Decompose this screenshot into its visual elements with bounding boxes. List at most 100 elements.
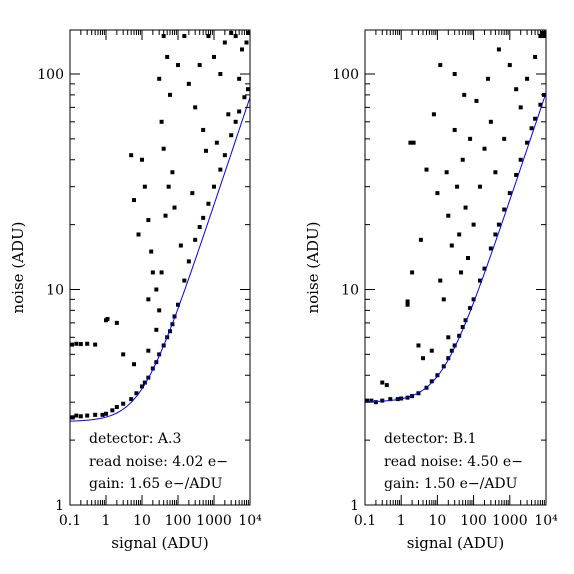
- data-point: [502, 207, 507, 212]
- data-point: [70, 342, 74, 347]
- data-point: [444, 170, 449, 175]
- data-point: [373, 400, 378, 405]
- data-point: [459, 270, 464, 275]
- data-point: [150, 270, 155, 275]
- data-point: [380, 380, 385, 385]
- read-noise-label-a3: read noise: 4.02 e−: [89, 454, 228, 470]
- data-point: [244, 40, 249, 45]
- x-tick-label: 10: [428, 513, 446, 529]
- data-point: [365, 398, 369, 403]
- data-point: [212, 184, 216, 189]
- data-point: [172, 314, 177, 319]
- data-point: [460, 157, 465, 162]
- data-point: [104, 411, 108, 416]
- gain-label-b1: gain: 1.50 e−/ADU: [384, 476, 518, 492]
- data-point: [446, 356, 451, 361]
- data-point: [405, 302, 410, 307]
- scatter-points-a3: [70, 30, 250, 420]
- data-point: [176, 63, 180, 68]
- y-tick-label: 10: [46, 282, 64, 298]
- x-tick-label: 0.1: [354, 513, 376, 529]
- data-point: [429, 379, 434, 384]
- data-point: [214, 140, 219, 145]
- data-point: [507, 63, 512, 68]
- data-point: [525, 140, 530, 145]
- data-point: [146, 348, 151, 353]
- plot-frame-a3: [69, 29, 251, 506]
- data-point: [242, 95, 247, 100]
- fit-curve-a3: [69, 97, 251, 422]
- data-point: [218, 71, 223, 76]
- data-point: [163, 213, 168, 218]
- data-point: [408, 140, 413, 145]
- data-point: [114, 404, 119, 409]
- data-point: [457, 232, 462, 237]
- detector-label-a3: detector: A.3: [89, 431, 181, 447]
- fit-curve-b1: [364, 92, 547, 403]
- data-point: [206, 201, 211, 206]
- data-point: [105, 316, 110, 321]
- data-point: [132, 198, 137, 203]
- axis-ticks-a3: [69, 30, 251, 506]
- data-point: [78, 414, 83, 419]
- data-point: [246, 87, 250, 92]
- data-point: [134, 391, 139, 396]
- x-tick-labels-a3: 0.1 1 10 100 1000 10⁴: [59, 513, 262, 529]
- data-point: [240, 47, 245, 52]
- x-tick-label: 10⁴: [534, 513, 558, 529]
- data-point: [142, 184, 147, 189]
- data-point: [149, 249, 154, 254]
- data-point: [85, 413, 90, 418]
- data-point: [159, 270, 164, 275]
- data-point: [222, 153, 227, 158]
- y-axis-title-a3: noise (ADU): [9, 221, 27, 313]
- y-tick-label: 100: [332, 67, 359, 83]
- data-point: [493, 232, 498, 237]
- data-point: [538, 34, 543, 39]
- data-point: [132, 362, 137, 367]
- y-tick-label: 10: [341, 282, 359, 298]
- data-point: [129, 153, 134, 158]
- data-point: [204, 148, 209, 153]
- data-point: [438, 63, 443, 68]
- data-point: [186, 81, 191, 86]
- x-tick-label: 0.1: [59, 513, 81, 529]
- data-point: [212, 54, 216, 59]
- data-point: [201, 215, 206, 220]
- data-point: [186, 259, 191, 264]
- data-point: [533, 54, 538, 59]
- data-point: [237, 109, 242, 114]
- data-point: [471, 297, 476, 302]
- data-point: [488, 246, 493, 251]
- data-point: [74, 413, 79, 418]
- x-tick-label: 1000: [492, 513, 528, 529]
- data-point: [142, 380, 147, 385]
- data-point: [161, 34, 166, 39]
- data-point: [193, 237, 198, 242]
- data-point: [178, 243, 183, 248]
- data-point: [201, 127, 206, 132]
- x-tick-label: 1: [397, 513, 406, 529]
- data-point: [488, 119, 493, 124]
- data-point: [154, 327, 159, 332]
- data-point: [159, 119, 164, 124]
- data-point: [482, 146, 487, 151]
- data-point: [460, 324, 465, 329]
- x-tick-label: 1000: [196, 513, 232, 529]
- data-point: [431, 112, 436, 117]
- data-point: [455, 184, 460, 189]
- x-tick-labels-b1: 0.1 1 10 100 1000 10⁴: [354, 513, 558, 529]
- data-point: [168, 92, 173, 97]
- data-point: [424, 167, 429, 172]
- data-point: [168, 329, 173, 334]
- data-point: [435, 373, 440, 378]
- data-point: [410, 270, 415, 275]
- data-point: [452, 343, 457, 348]
- y-tick-labels-b1: 1 10 100: [332, 67, 359, 514]
- plot-frame-b1: [364, 29, 547, 506]
- data-point: [435, 191, 440, 196]
- x-axis-title-b1: signal (ADU): [407, 534, 504, 552]
- data-point: [468, 306, 473, 311]
- data-point: [154, 287, 159, 292]
- data-point: [474, 98, 479, 103]
